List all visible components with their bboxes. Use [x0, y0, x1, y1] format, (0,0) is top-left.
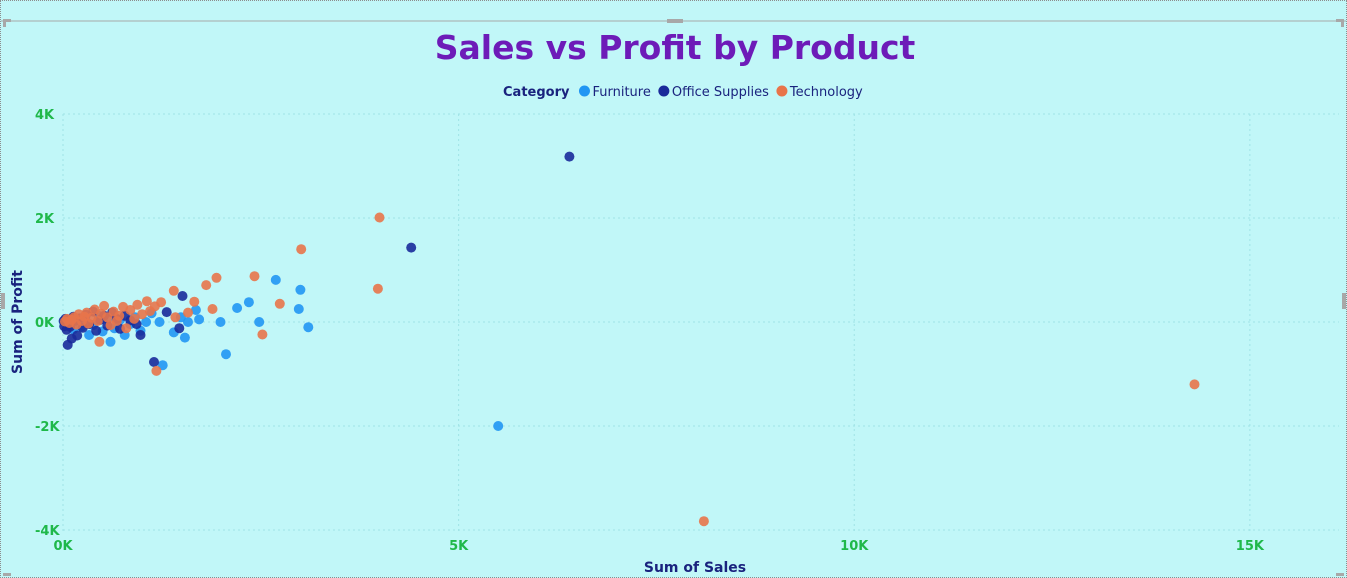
legend-item-furniture[interactable]: Furniture [578, 85, 651, 100]
y-axis-ticks: -4K -2K 0K 2K 4K [35, 108, 60, 539]
gridlines [62, 113, 1339, 534]
data-point[interactable] [249, 271, 260, 282]
data-point[interactable] [270, 274, 281, 285]
legend-title: Category [503, 85, 570, 100]
x-tick-label: 10K [840, 539, 869, 554]
y-tick-label: 4K [35, 108, 55, 123]
data-point[interactable] [243, 297, 254, 308]
data-point[interactable] [372, 283, 383, 294]
resize-handle-bottom-left[interactable] [3, 573, 11, 576]
data-point[interactable] [1189, 379, 1200, 390]
data-point[interactable] [105, 320, 116, 331]
x-axis-ticks: 0K 5K 10K 15K [53, 539, 1264, 554]
data-point[interactable] [151, 365, 162, 376]
data-point[interactable] [221, 349, 231, 360]
data-point[interactable] [201, 280, 212, 291]
data-point[interactable] [137, 309, 148, 320]
y-axis-label: Sum of Profit [10, 270, 26, 374]
data-point[interactable] [189, 296, 200, 307]
data-point[interactable] [406, 242, 417, 253]
data-point[interactable] [211, 272, 222, 283]
data-point[interactable] [132, 299, 143, 310]
data-point[interactable] [190, 305, 201, 315]
data-point[interactable] [135, 330, 146, 340]
data-point[interactable] [105, 336, 116, 347]
data-point[interactable] [232, 303, 243, 313]
x-tick-label: 5K [449, 539, 469, 554]
x-tick-label: 15K [1236, 539, 1265, 554]
data-point[interactable] [183, 317, 193, 327]
data-points [58, 151, 1200, 527]
data-point[interactable] [62, 339, 73, 350]
data-point[interactable] [149, 357, 159, 367]
legend-label: Technology [789, 85, 863, 100]
data-point[interactable] [94, 336, 105, 347]
data-point[interactable] [89, 304, 100, 315]
data-point[interactable] [257, 329, 268, 340]
data-point[interactable] [295, 284, 306, 295]
data-point[interactable] [129, 313, 140, 324]
data-point[interactable] [564, 151, 575, 162]
resize-handle-left[interactable] [1, 293, 5, 309]
data-point[interactable] [215, 317, 226, 327]
legend: Category Furniture Office Supplies Technol… [503, 85, 863, 100]
data-point[interactable] [91, 325, 102, 336]
data-point[interactable] [293, 304, 304, 314]
series-technology [60, 212, 1200, 527]
x-tick-label: 0K [53, 539, 73, 554]
data-point[interactable] [121, 323, 132, 334]
data-point[interactable] [179, 332, 190, 343]
data-point[interactable] [145, 306, 155, 317]
data-point[interactable] [303, 322, 314, 333]
data-point[interactable] [194, 314, 205, 325]
data-point[interactable] [493, 421, 504, 431]
legend-item-office-supplies[interactable]: Office Supplies [658, 85, 769, 100]
data-point[interactable] [207, 304, 218, 314]
legend-marker [578, 85, 590, 97]
resize-handle-top-right-v[interactable] [1341, 19, 1344, 27]
data-point[interactable] [698, 516, 709, 527]
y-tick-label: -4K [35, 524, 60, 539]
x-axis-label: Sum of Sales [644, 560, 746, 576]
data-point[interactable] [374, 212, 385, 223]
data-point[interactable] [141, 296, 152, 307]
y-tick-label: -2K [35, 420, 60, 435]
data-point[interactable] [60, 316, 70, 327]
data-point[interactable] [161, 307, 172, 318]
resize-handle-bottom-right[interactable] [1336, 573, 1344, 576]
data-point[interactable] [254, 317, 265, 327]
data-point[interactable] [183, 307, 193, 318]
series-office-supplies [58, 151, 575, 367]
data-point[interactable] [177, 291, 188, 301]
resize-handle-right[interactable] [1342, 293, 1346, 309]
data-point[interactable] [141, 317, 152, 327]
legend-item-technology[interactable]: Technology [776, 85, 863, 100]
resize-handle-top-left-v[interactable] [3, 19, 6, 27]
data-point[interactable] [168, 285, 179, 296]
data-point[interactable] [170, 312, 181, 323]
legend-label: Furniture [592, 85, 650, 100]
y-tick-label: 0K [35, 316, 55, 331]
y-tick-label: 2K [35, 212, 55, 227]
chart-title: Sales vs Profit by Product [435, 28, 916, 67]
legend-marker [776, 85, 788, 97]
data-point[interactable] [274, 298, 285, 309]
series-furniture [62, 274, 504, 431]
legend-label: Office Supplies [672, 85, 769, 100]
data-point[interactable] [174, 323, 185, 334]
data-point[interactable] [118, 301, 129, 312]
legend-marker [658, 85, 670, 97]
data-point[interactable] [154, 317, 165, 327]
data-point[interactable] [99, 300, 110, 311]
data-point[interactable] [296, 244, 307, 255]
